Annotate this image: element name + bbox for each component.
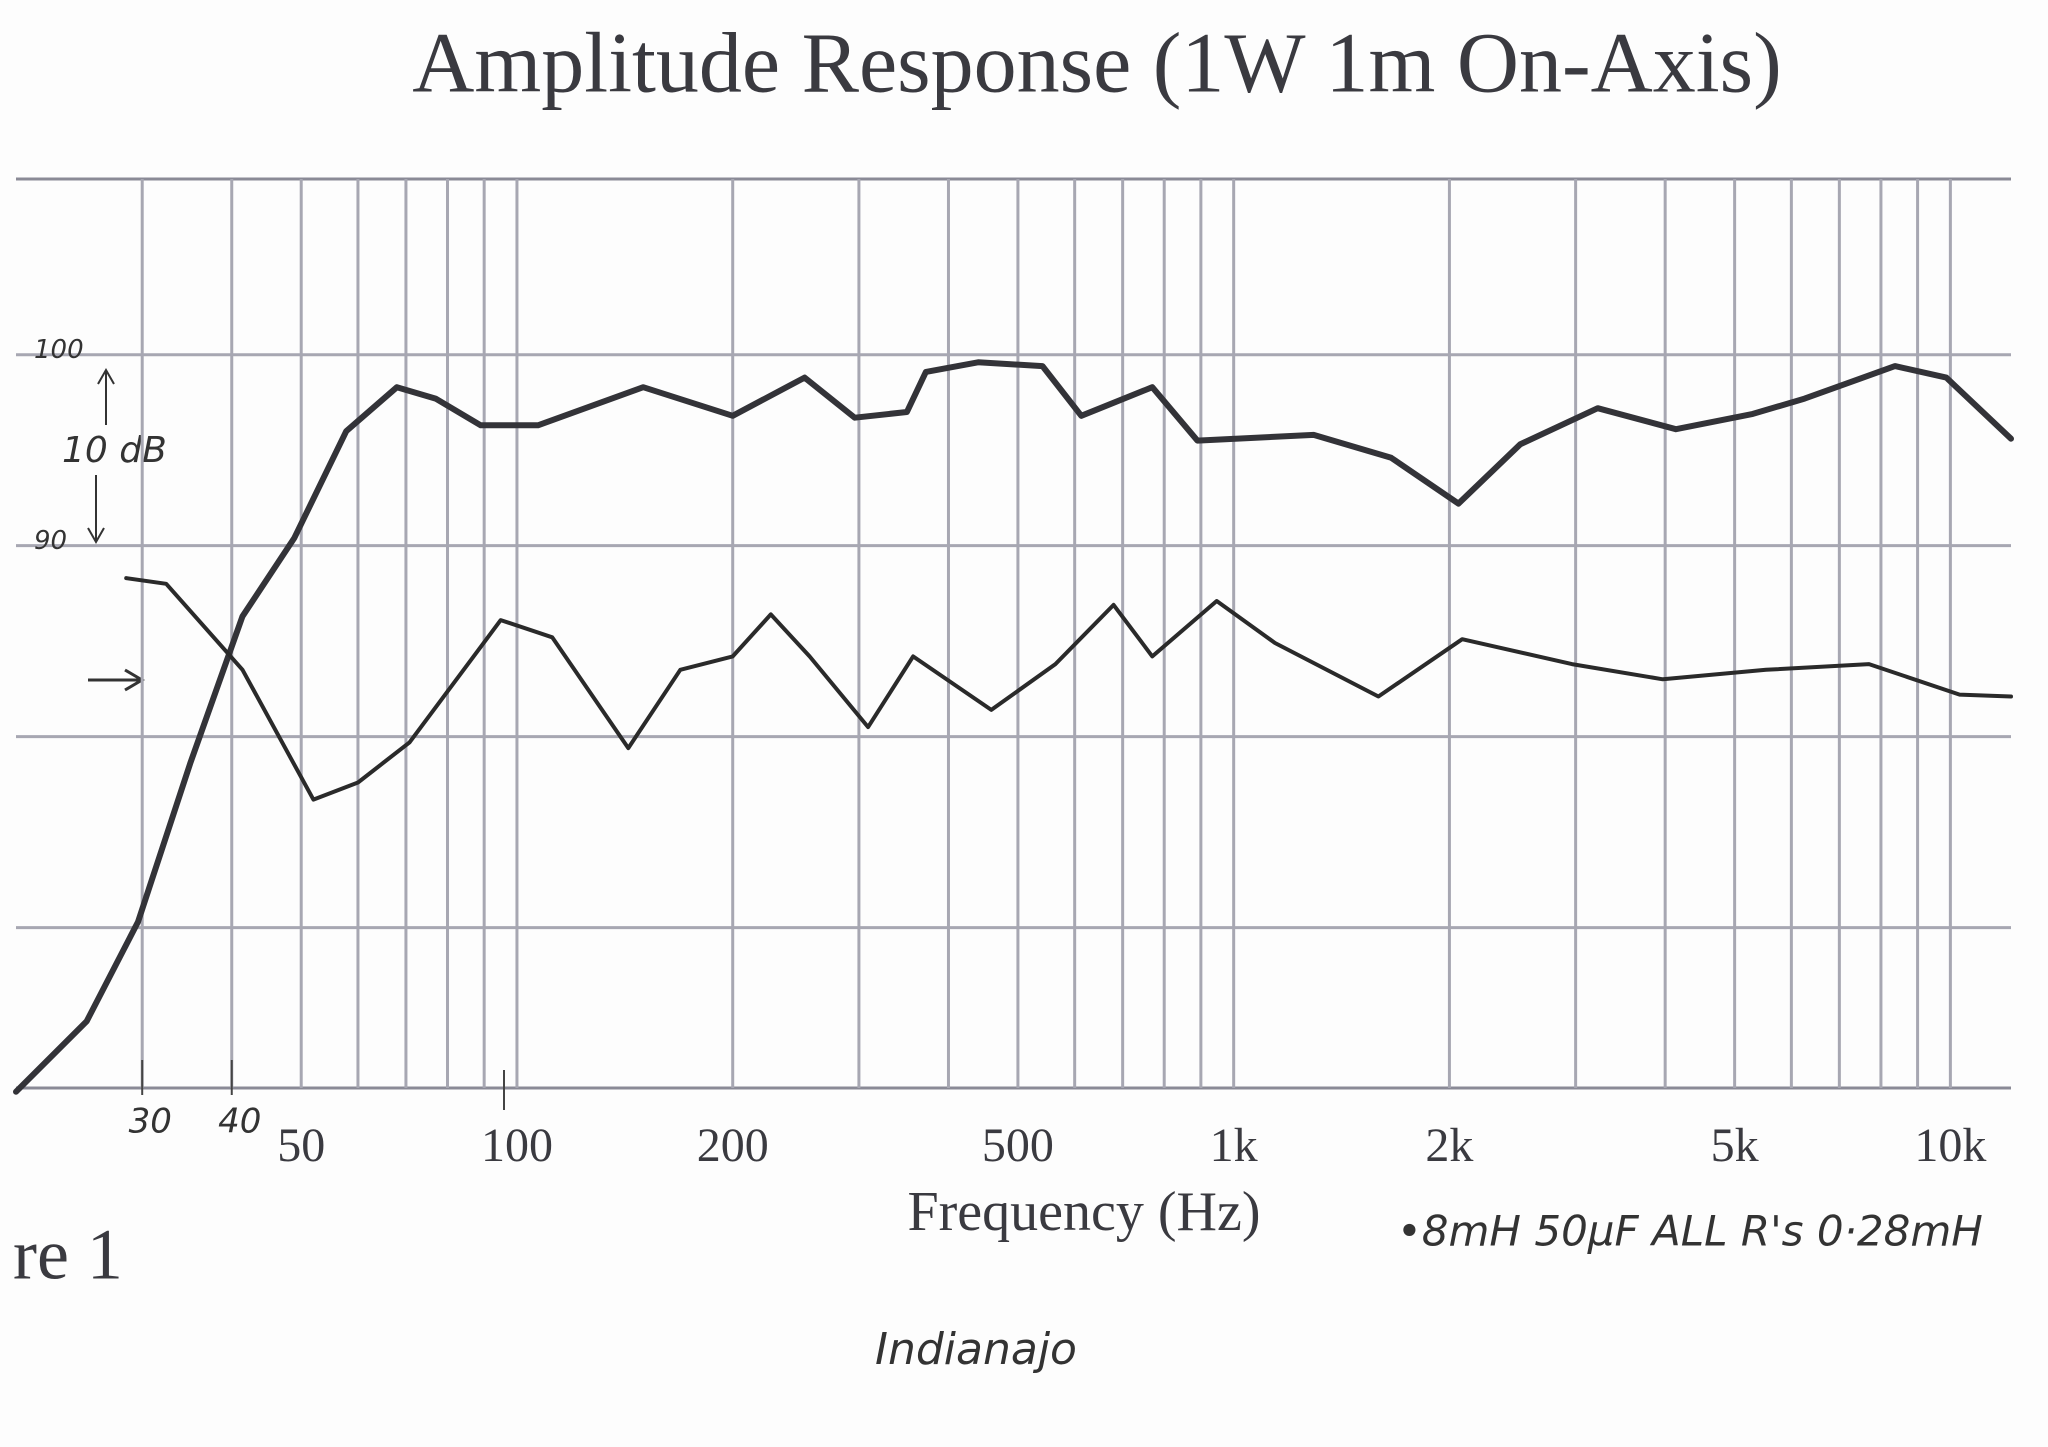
hand-tick-label: 30 xyxy=(129,1102,172,1142)
y-tick-label: 100 xyxy=(34,335,84,365)
x-tick-label: 10k xyxy=(1914,1119,1986,1172)
x-tick-label: 50 xyxy=(277,1119,325,1172)
arrow-head xyxy=(97,367,115,385)
response-curve xyxy=(124,576,2013,802)
y-tick-label: 90 xyxy=(34,526,67,556)
signature: Indianajo xyxy=(875,1324,1077,1375)
x-tick-label: 200 xyxy=(697,1119,769,1172)
x-tick-label: 2k xyxy=(1425,1119,1473,1172)
x-tick-label: 100 xyxy=(481,1119,553,1172)
x-tick-label: 500 xyxy=(982,1119,1054,1172)
scale-note: 10 dB xyxy=(62,430,167,471)
arrow-head xyxy=(87,527,105,545)
x-axis-label: Frequency (Hz) xyxy=(908,1181,1261,1243)
reference-arrow xyxy=(88,668,145,692)
x-tick-label: 1k xyxy=(1210,1119,1258,1172)
x-tick-label: 5k xyxy=(1711,1119,1759,1172)
figure-label: re 1 xyxy=(13,1215,123,1295)
hand-tick-label: 40 xyxy=(218,1102,261,1142)
chart-title: Amplitude Response (1W 1m On-Axis) xyxy=(412,15,1782,111)
component-note: •8mH 50µF ALL R's 0·28mH xyxy=(1397,1207,1983,1256)
response-curve xyxy=(13,359,2014,1095)
